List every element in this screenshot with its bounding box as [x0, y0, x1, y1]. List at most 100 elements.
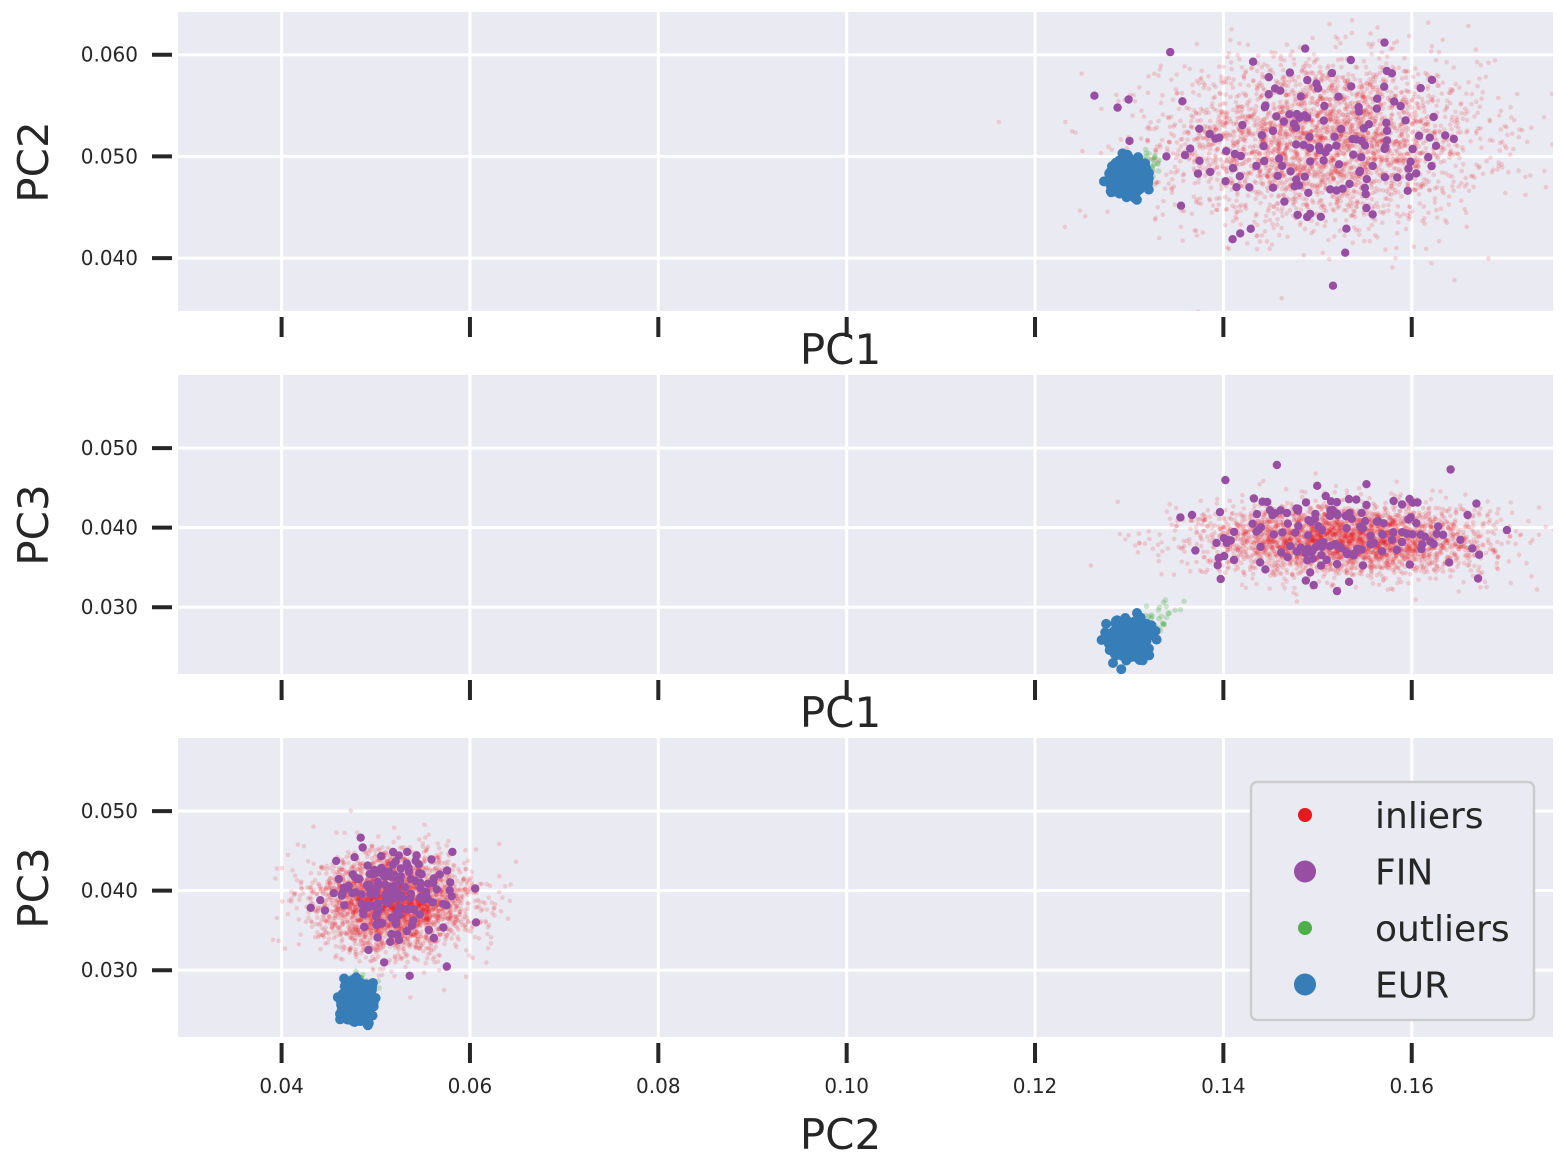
point-inliers	[1372, 217, 1378, 223]
point-FIN	[1195, 124, 1204, 133]
point-inliers	[1422, 109, 1427, 114]
point-inliers	[1228, 60, 1234, 65]
point-inliers	[1320, 166, 1326, 172]
point-inliers	[1273, 123, 1278, 128]
point-inliers	[1254, 87, 1260, 92]
point-inliers	[1147, 126, 1153, 132]
point-inliers	[1405, 138, 1410, 144]
point-inliers	[1396, 158, 1401, 163]
point-inliers	[1213, 154, 1219, 160]
point-inliers	[1349, 18, 1355, 23]
point-inliers	[1216, 64, 1222, 69]
point-inliers	[1306, 56, 1312, 62]
point-inliers	[1349, 30, 1355, 36]
point-inliers	[1194, 41, 1200, 47]
point-inliers	[1458, 101, 1464, 106]
point-inliers	[1413, 118, 1418, 123]
point-inliers	[1274, 201, 1280, 206]
point-inliers	[1249, 150, 1255, 156]
point-inliers	[1389, 120, 1395, 126]
point-inliers	[1285, 134, 1290, 140]
point-inliers	[1330, 125, 1335, 130]
point-inliers	[1207, 124, 1213, 130]
point-inliers	[1242, 76, 1247, 81]
point-inliers	[1118, 137, 1124, 142]
point-inliers	[1324, 208, 1329, 214]
point-inliers	[1231, 143, 1236, 149]
point-inliers	[1375, 235, 1380, 240]
point-inliers	[1346, 146, 1352, 151]
point-inliers	[1414, 120, 1419, 125]
point-inliers	[1335, 74, 1341, 80]
point-inliers	[1284, 92, 1289, 98]
point-inliers	[1218, 157, 1224, 162]
point-FIN	[1330, 132, 1339, 141]
point-inliers	[1502, 143, 1508, 149]
point-inliers	[1276, 193, 1282, 198]
point-inliers	[1446, 521, 1451, 526]
point-inliers	[1514, 91, 1520, 97]
point-inliers	[1228, 94, 1233, 100]
point-inliers	[1319, 164, 1325, 170]
point-inliers	[1315, 99, 1321, 104]
point-inliers	[1451, 65, 1457, 70]
point-inliers	[1372, 118, 1377, 124]
point-inliers	[1348, 116, 1353, 122]
point-inliers	[1315, 154, 1320, 160]
point-inliers	[1275, 201, 1281, 206]
point-inliers	[1278, 62, 1284, 68]
point-inliers	[1288, 126, 1293, 132]
point-inliers	[1296, 192, 1302, 197]
point-inliers	[1298, 207, 1304, 213]
point-inliers	[1429, 97, 1435, 103]
y-tick-label: 0.040	[81, 246, 138, 270]
point-inliers	[1270, 172, 1275, 177]
point-inliers	[1371, 72, 1377, 77]
point-inliers	[1292, 155, 1297, 160]
point-inliers	[1182, 141, 1188, 147]
point-inliers	[1285, 83, 1291, 89]
point-inliers	[1461, 148, 1466, 153]
point-inliers	[1359, 120, 1364, 125]
point-inliers	[1389, 160, 1394, 165]
point-inliers	[1389, 162, 1394, 167]
point-inliers	[1280, 67, 1286, 73]
point-inliers	[1258, 200, 1263, 206]
point-inliers	[1322, 126, 1327, 131]
point-inliers	[1435, 156, 1440, 161]
point-FIN	[1180, 151, 1190, 160]
point-inliers	[1465, 128, 1470, 134]
point-inliers	[1343, 191, 1348, 197]
point-FIN	[1275, 154, 1284, 163]
point-inliers	[1311, 228, 1317, 234]
point-inliers	[1301, 130, 1306, 136]
point-inliers	[1444, 60, 1449, 65]
point-inliers	[1234, 210, 1239, 215]
point-inliers	[1442, 146, 1447, 151]
point-inliers	[1240, 147, 1246, 152]
point-inliers	[1372, 203, 1377, 209]
point-inliers	[1372, 147, 1377, 153]
point-inliers	[1497, 148, 1503, 153]
point-inliers	[1243, 93, 1248, 99]
point-inliers	[1432, 196, 1438, 201]
point-inliers	[1388, 124, 1394, 129]
point-inliers	[1300, 202, 1306, 207]
point-inliers	[1260, 182, 1266, 188]
point-inliers	[1246, 83, 1251, 88]
point-inliers	[1198, 118, 1204, 123]
point-inliers	[1172, 164, 1178, 170]
point-inliers	[1370, 115, 1376, 120]
point-inliers	[1282, 152, 1287, 157]
point-inliers	[1478, 585, 1483, 590]
point-inliers	[1237, 57, 1242, 62]
point-inliers	[1374, 72, 1379, 78]
point-inliers	[1403, 143, 1409, 148]
point-FIN	[1124, 95, 1133, 104]
point-inliers	[1316, 200, 1322, 206]
point-inliers	[1283, 132, 1288, 138]
point-inliers	[1246, 157, 1252, 162]
point-inliers	[1453, 142, 1459, 147]
point-FIN	[1300, 172, 1310, 181]
point-inliers	[1256, 158, 1261, 163]
